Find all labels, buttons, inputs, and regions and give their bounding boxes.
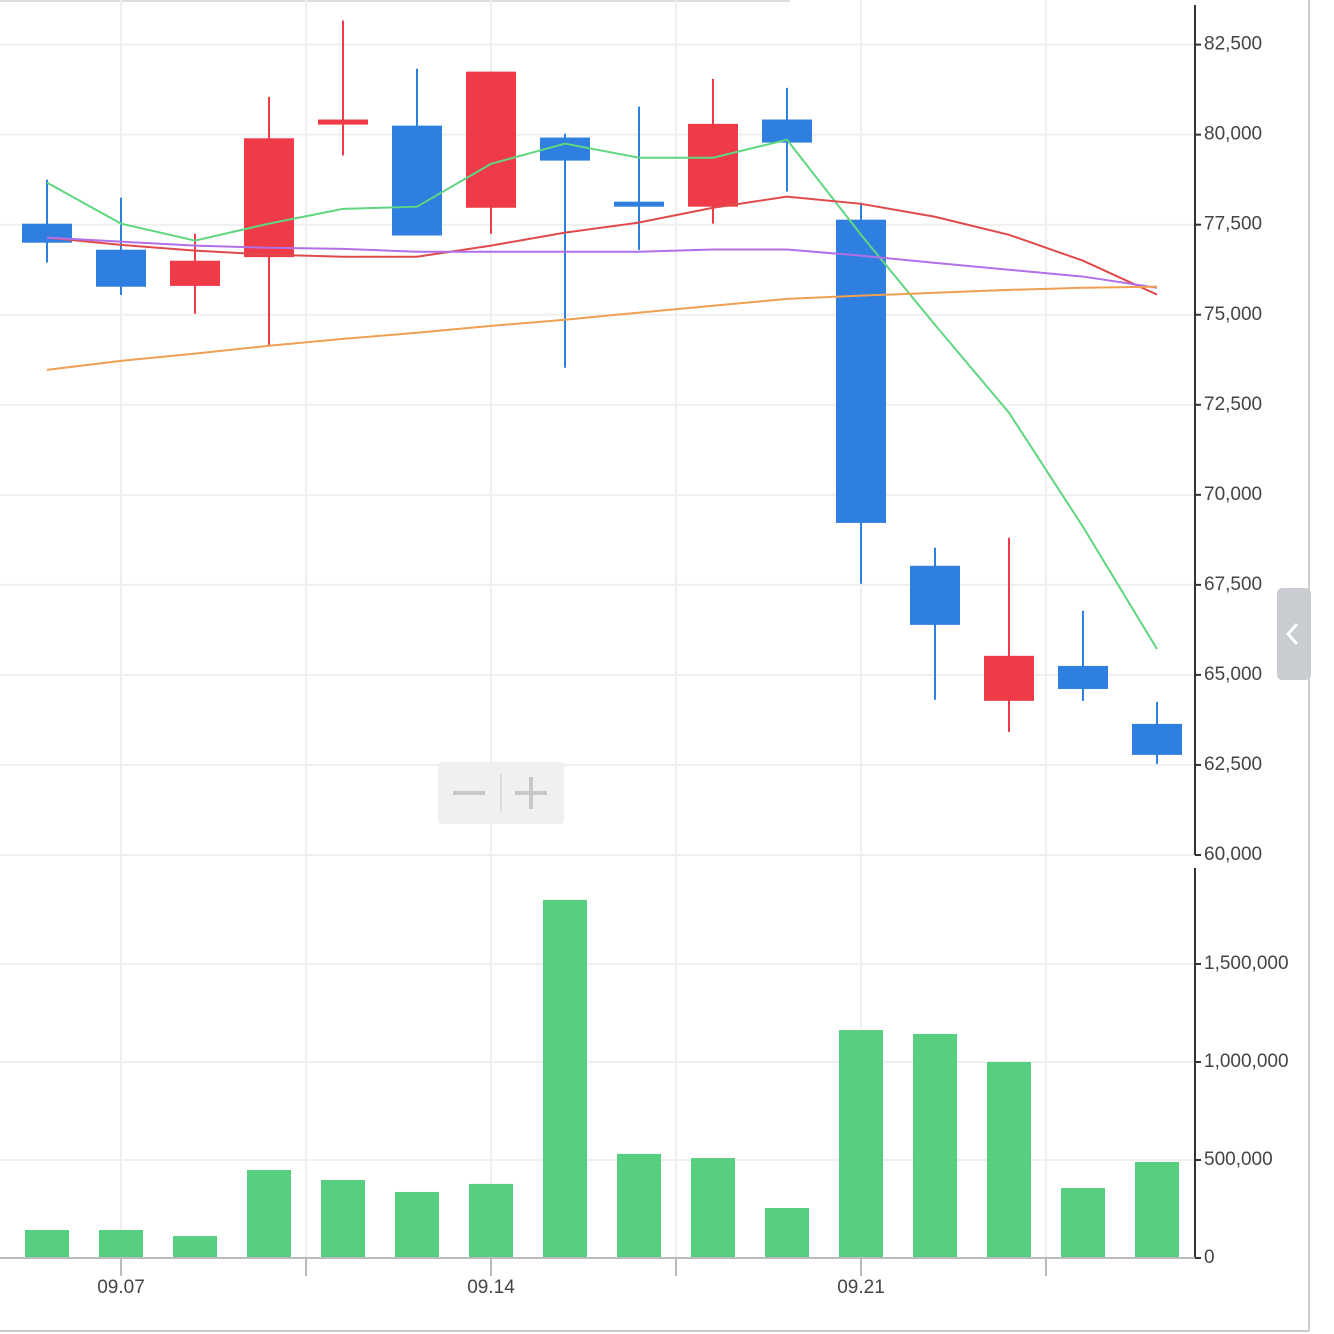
x-tick-label: 09.14 [467, 1277, 515, 1298]
zoom-in[interactable] [529, 777, 533, 809]
candle-body [688, 123, 738, 207]
y-tick-label: 500,000 [1204, 1149, 1273, 1170]
volume-bar [617, 1153, 661, 1258]
chevron [1285, 622, 1299, 646]
y-tick-label: 77,500 [1204, 214, 1262, 235]
y-tick-label: 1,000,000 [1204, 1051, 1289, 1072]
moving-average [46, 285, 1158, 371]
y-tick-label: 1,500,000 [1204, 953, 1289, 974]
volume-bar [395, 1191, 439, 1258]
candle-body [392, 125, 442, 236]
y-tick-label: 75,000 [1204, 304, 1262, 325]
volume-bar [321, 1179, 365, 1258]
y-tick-label: 80,000 [1204, 124, 1262, 145]
y-tick-label: 67,500 [1204, 574, 1262, 595]
moving-average [46, 236, 1158, 289]
volume-bar [765, 1208, 809, 1258]
y-tick-label: 62,500 [1204, 754, 1262, 775]
zoom-out[interactable] [453, 791, 485, 795]
x-tick-label: 09.21 [837, 1277, 885, 1298]
candle-body [540, 137, 590, 161]
candle-body [466, 71, 516, 208]
moving-average [46, 138, 1158, 650]
volume-bar [247, 1169, 291, 1258]
candle-body [614, 201, 664, 207]
y-tick-label: 70,000 [1204, 484, 1262, 505]
candle-body [1058, 665, 1108, 689]
moving-average [46, 195, 1158, 296]
y-tick-label: 65,000 [1204, 664, 1262, 685]
volume-bar [469, 1183, 513, 1258]
candle-body [836, 219, 886, 523]
candle-body [1132, 723, 1182, 755]
volume-bar [913, 1033, 957, 1258]
candle-body [244, 138, 294, 258]
y-tick-label: 60,000 [1204, 844, 1262, 865]
y-tick-label: 82,500 [1204, 34, 1262, 55]
candle-body [170, 260, 220, 286]
candle-body [762, 119, 812, 143]
candle-body [910, 565, 960, 625]
volume-bar [987, 1061, 1031, 1258]
volume-bar [99, 1229, 143, 1258]
x-tick-label: 09.07 [97, 1277, 145, 1298]
volume-bar [1135, 1161, 1179, 1258]
candle-body [984, 655, 1034, 701]
volume-bar [543, 899, 587, 1258]
volume-bar [839, 1030, 883, 1258]
volume-bar [25, 1229, 69, 1258]
marks [22, 20, 1182, 1258]
candle-body [96, 249, 146, 287]
volume-bar [173, 1236, 217, 1258]
side-toggle-bg[interactable] [1277, 588, 1311, 680]
side-toggle[interactable] [1277, 588, 1311, 680]
y-tick-label: 72,500 [1204, 394, 1262, 415]
volume-bar [1061, 1188, 1105, 1258]
candle-body [318, 119, 368, 125]
y-tick-label: 0 [1204, 1247, 1215, 1268]
volume-bar [691, 1158, 735, 1258]
zoom-control[interactable] [438, 762, 564, 824]
